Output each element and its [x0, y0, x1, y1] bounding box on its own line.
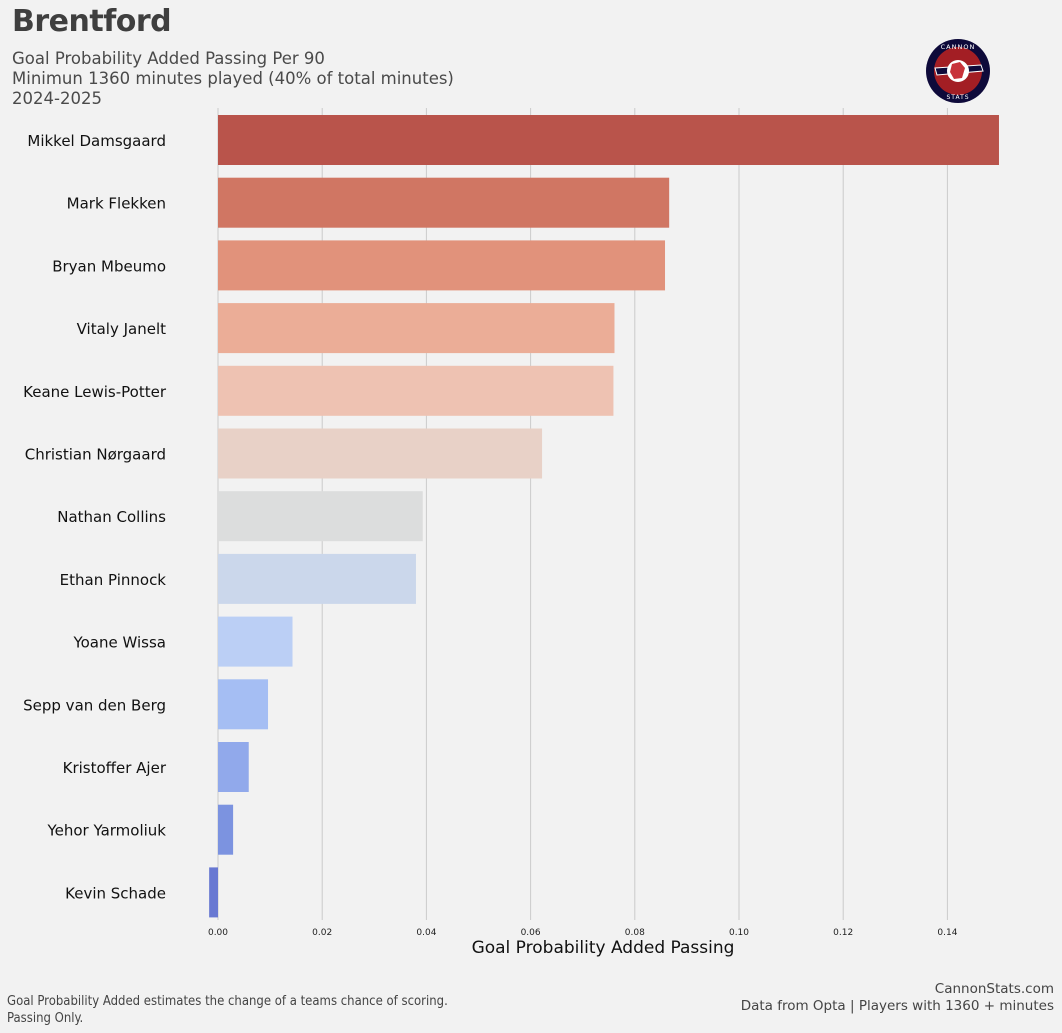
bar	[218, 491, 423, 542]
y-tick-label: Mark Flekken	[67, 195, 166, 213]
footer-note: Goal Probability Added estimates the cha…	[7, 993, 448, 1027]
chart-subtitle-season: 2024-2025	[12, 89, 102, 108]
bar	[218, 303, 615, 354]
footer-site: CannonStats.com	[934, 981, 1054, 997]
y-tick-label: Christian Nørgaard	[25, 446, 166, 464]
y-tick-label: Yoane Wissa	[72, 634, 166, 652]
x-tick-labels: 0.00 0.02 0.04 0.06 0.08 0.10 0.12 0.14	[208, 928, 958, 938]
x-tick-label: 0.06	[521, 928, 541, 938]
chart-title: Brentford	[12, 4, 172, 39]
footer-note-line-2: Passing Only.	[7, 1011, 84, 1026]
bars	[209, 115, 999, 918]
footer-source: Data from Opta | Players with 1360 + min…	[740, 998, 1054, 1014]
bar-chart: Mikkel Damsgaard Mark Flekken Bryan Mbeumo…	[23, 108, 999, 958]
cannon-stats-logo: CANNON STATS	[926, 39, 990, 103]
y-tick-label: Bryan Mbeumo	[52, 257, 166, 275]
bar	[218, 428, 543, 479]
chart-subtitle-metric: Goal Probability Added Passing Per 90	[12, 49, 325, 68]
logo-emblem-icon	[950, 62, 965, 79]
bar	[218, 177, 670, 228]
x-tick-label: 0.14	[937, 928, 957, 938]
x-tick-label: 0.04	[416, 928, 436, 938]
bar	[218, 365, 614, 416]
bar	[218, 240, 666, 291]
footer-credits: CannonStats.com Data from Opta | Players…	[741, 981, 1054, 1015]
y-tick-label: Yehor Yarmoliuk	[46, 822, 166, 840]
chart-subtitle-minutes: Minimun 1360 minutes played (40% of tota…	[12, 69, 454, 88]
bar	[218, 115, 999, 165]
y-tick-label: Vitaly Janelt	[77, 320, 167, 338]
y-tick-label: Kristoffer Ajer	[63, 759, 167, 777]
x-tick-label: 0.12	[833, 928, 853, 938]
y-tick-label: Sepp van den Berg	[23, 696, 166, 714]
logo-bottom-text: STATS	[946, 94, 969, 101]
x-tick-label: 0.02	[312, 928, 332, 938]
y-tick-label: Keane Lewis-Potter	[23, 383, 167, 401]
footer-note-line-1: Goal Probability Added estimates the cha…	[7, 994, 448, 1009]
x-axis-label: Goal Probability Added Passing	[472, 938, 735, 958]
bar	[218, 804, 234, 855]
logo-top-text: CANNON	[941, 43, 976, 51]
x-tick-label: 0.10	[729, 928, 749, 938]
x-tick-label: 0.00	[208, 928, 228, 938]
x-tick-label: 0.08	[625, 928, 645, 938]
y-tick-label: Ethan Pinnock	[60, 571, 167, 589]
bar	[218, 553, 416, 604]
bar	[218, 742, 249, 792]
bar	[218, 679, 269, 730]
y-tick-label: Mikkel Damsgaard	[27, 132, 166, 150]
y-tick-labels: Mikkel Damsgaard Mark Flekken Bryan Mbeumo…	[23, 132, 167, 902]
y-tick-label: Nathan Collins	[57, 508, 166, 526]
y-tick-label: Kevin Schade	[65, 884, 166, 902]
bar	[218, 616, 293, 667]
bar	[209, 867, 218, 918]
